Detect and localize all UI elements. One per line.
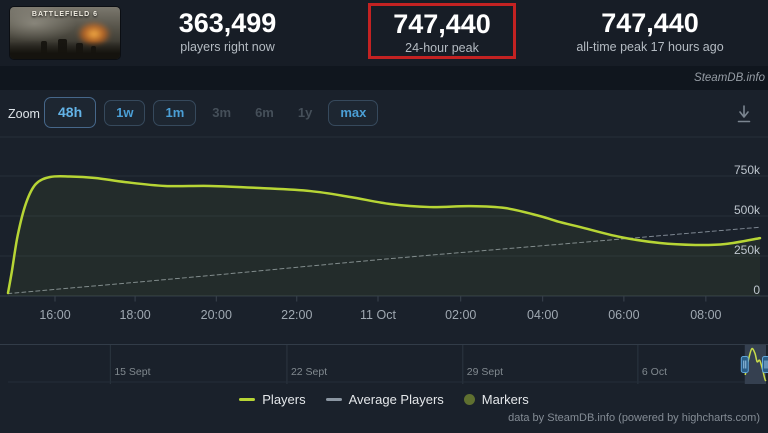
x-axis-label: 22:00 — [281, 308, 313, 322]
legend-item-average-players[interactable]: Average Players — [325, 392, 444, 407]
zoom-buttons: 48h 1w 1m 3m 6m 1y max — [44, 97, 379, 128]
series-line-average-players — [7, 226, 761, 295]
x-axis-label: 18:00 — [119, 308, 151, 322]
y-axis-label-0: 0 — [753, 283, 760, 297]
x-axis-label: 20:00 — [200, 308, 232, 322]
stat-24h-peak-highlighted: 747,440 24-hour peak — [368, 3, 516, 59]
y-axis-label-250k: 250k — [733, 243, 760, 257]
legend-swatch-line — [325, 398, 342, 401]
x-axis-label: 08:00 — [690, 308, 722, 322]
stats-header: BATTLEFIELD 6 363,499 players right now 74… — [0, 0, 768, 66]
game-capsule-image[interactable]: BATTLEFIELD 6 — [10, 7, 120, 59]
zoom-label: Zoom — [8, 107, 40, 121]
stat-label: players right now — [180, 40, 275, 54]
stat-value: 363,499 — [178, 8, 277, 38]
navigator-date-label: 29 Sept — [466, 366, 503, 378]
chart-legend: Players Average Players Markers — [0, 392, 768, 407]
x-axis-label: 06:00 — [608, 308, 640, 322]
stat-value: 747,440 — [601, 8, 699, 38]
navigator-date-label: 22 Sept — [290, 366, 328, 378]
players-area-fill — [8, 176, 760, 296]
x-axis-label: 16:00 — [39, 308, 71, 322]
legend-swatch-line — [239, 398, 256, 401]
navigator-date-label: 15 Sept — [114, 366, 151, 378]
y-axis-label-500k: 500k — [733, 203, 760, 218]
chart-toolbar: Zoom 48h 1w 1m 3m 6m 1y max — [0, 90, 768, 137]
navigator-mini-line — [744, 347, 767, 382]
legend-swatch-circle — [463, 394, 475, 405]
watermark-bar: SteamDB.info — [0, 66, 768, 90]
zoom-button-1m[interactable]: 1m — [153, 99, 197, 126]
zoom-button-3m: 3m — [212, 104, 232, 120]
series-line-players — [6, 174, 762, 295]
zoom-button-1w[interactable]: 1w — [104, 99, 146, 126]
x-axis-label: 04:00 — [527, 308, 559, 322]
zoom-button-6m: 6m — [255, 104, 274, 120]
legend-item-players[interactable]: Players — [239, 392, 306, 407]
legend-label: Players — [262, 392, 306, 407]
legend-label: Markers — [481, 392, 529, 407]
stat-label: 24-hour peak — [405, 41, 479, 55]
stat-value: 747,440 — [393, 9, 491, 39]
y-axis-label-750k: 750k — [733, 163, 760, 178]
capsule-ground-art — [10, 41, 120, 59]
stat-block: 363,499 players right now — [140, 8, 315, 55]
download-icon[interactable] — [733, 103, 755, 125]
navigator-left-handle[interactable] — [740, 356, 749, 373]
zoom-button-max[interactable]: max — [328, 99, 379, 126]
legend-item-markers[interactable]: Markers — [463, 392, 529, 407]
legend-label: Average Players — [348, 392, 444, 407]
x-axis-label: 11 Oct — [360, 308, 396, 322]
stat-label: all-time peak 17 hours ago — [576, 40, 724, 54]
x-axis-label: 02:00 — [445, 308, 477, 322]
zoom-button-48h[interactable]: 48h — [44, 97, 97, 128]
zoom-button-1y: 1y — [297, 104, 313, 120]
steamdb-watermark: SteamDB.info — [694, 72, 765, 84]
navigator-date-label: 6 Oct — [641, 366, 667, 378]
game-title: BATTLEFIELD 6 — [31, 11, 99, 18]
stat-block: 747,440 all-time peak 17 hours ago — [550, 8, 750, 55]
chart-credits: data by SteamDB.info (powered by highcha… — [508, 412, 760, 424]
